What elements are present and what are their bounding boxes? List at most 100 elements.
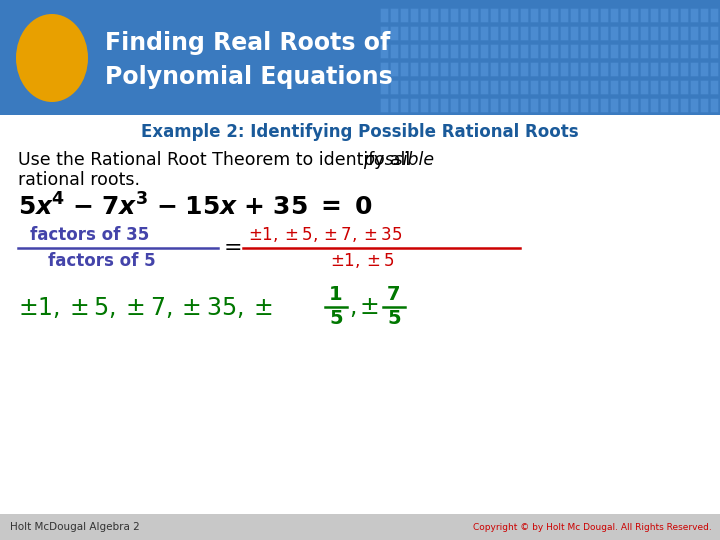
FancyBboxPatch shape	[560, 62, 568, 76]
FancyBboxPatch shape	[620, 98, 628, 112]
FancyBboxPatch shape	[550, 62, 558, 76]
FancyBboxPatch shape	[590, 98, 598, 112]
FancyBboxPatch shape	[630, 98, 638, 112]
FancyBboxPatch shape	[560, 98, 568, 112]
FancyBboxPatch shape	[650, 62, 658, 76]
FancyBboxPatch shape	[560, 44, 568, 58]
FancyBboxPatch shape	[550, 98, 558, 112]
FancyBboxPatch shape	[510, 80, 518, 94]
Text: factors of 5: factors of 5	[48, 252, 156, 270]
FancyBboxPatch shape	[510, 44, 518, 58]
FancyBboxPatch shape	[550, 26, 558, 40]
FancyBboxPatch shape	[480, 44, 488, 58]
FancyBboxPatch shape	[520, 62, 528, 76]
FancyBboxPatch shape	[430, 62, 438, 76]
FancyBboxPatch shape	[650, 80, 658, 94]
FancyBboxPatch shape	[670, 80, 678, 94]
FancyBboxPatch shape	[700, 8, 708, 22]
FancyBboxPatch shape	[560, 26, 568, 40]
FancyBboxPatch shape	[520, 26, 528, 40]
FancyBboxPatch shape	[670, 62, 678, 76]
FancyBboxPatch shape	[590, 44, 598, 58]
FancyBboxPatch shape	[400, 44, 408, 58]
FancyBboxPatch shape	[530, 8, 538, 22]
FancyBboxPatch shape	[0, 0, 720, 115]
FancyBboxPatch shape	[600, 80, 608, 94]
FancyBboxPatch shape	[480, 98, 488, 112]
Text: Holt McDougal Algebra 2: Holt McDougal Algebra 2	[10, 522, 140, 532]
FancyBboxPatch shape	[580, 26, 588, 40]
FancyBboxPatch shape	[680, 8, 688, 22]
FancyBboxPatch shape	[570, 98, 578, 112]
FancyBboxPatch shape	[570, 80, 578, 94]
FancyBboxPatch shape	[590, 26, 598, 40]
FancyBboxPatch shape	[380, 62, 388, 76]
Text: $\pm1, \pm5, \pm7, \pm35$: $\pm1, \pm5, \pm7, \pm35$	[248, 226, 402, 245]
FancyBboxPatch shape	[580, 44, 588, 58]
FancyBboxPatch shape	[530, 44, 538, 58]
FancyBboxPatch shape	[450, 26, 458, 40]
FancyBboxPatch shape	[630, 26, 638, 40]
FancyBboxPatch shape	[500, 8, 508, 22]
FancyBboxPatch shape	[430, 8, 438, 22]
FancyBboxPatch shape	[660, 62, 668, 76]
FancyBboxPatch shape	[620, 80, 628, 94]
FancyBboxPatch shape	[670, 26, 678, 40]
Text: Polynomial Equations: Polynomial Equations	[105, 65, 392, 89]
FancyBboxPatch shape	[490, 80, 498, 94]
FancyBboxPatch shape	[470, 26, 478, 40]
FancyBboxPatch shape	[390, 80, 398, 94]
FancyBboxPatch shape	[420, 44, 428, 58]
FancyBboxPatch shape	[440, 80, 448, 94]
FancyBboxPatch shape	[640, 98, 648, 112]
Text: possible: possible	[363, 151, 434, 169]
FancyBboxPatch shape	[610, 62, 618, 76]
FancyBboxPatch shape	[0, 514, 720, 540]
FancyBboxPatch shape	[570, 62, 578, 76]
FancyBboxPatch shape	[540, 98, 548, 112]
FancyBboxPatch shape	[600, 62, 608, 76]
FancyBboxPatch shape	[430, 26, 438, 40]
Text: Example 2: Identifying Possible Rational Roots: Example 2: Identifying Possible Rational…	[141, 123, 579, 141]
FancyBboxPatch shape	[650, 26, 658, 40]
FancyBboxPatch shape	[640, 44, 648, 58]
FancyBboxPatch shape	[650, 44, 658, 58]
FancyBboxPatch shape	[700, 62, 708, 76]
FancyBboxPatch shape	[470, 44, 478, 58]
FancyBboxPatch shape	[670, 44, 678, 58]
Text: 5: 5	[329, 309, 343, 328]
Text: $\pm1, \pm5, \pm7, \pm35, \pm$: $\pm1, \pm5, \pm7, \pm35, \pm$	[18, 294, 272, 320]
FancyBboxPatch shape	[630, 62, 638, 76]
FancyBboxPatch shape	[660, 8, 668, 22]
FancyBboxPatch shape	[630, 80, 638, 94]
FancyBboxPatch shape	[460, 26, 468, 40]
FancyBboxPatch shape	[700, 44, 708, 58]
Text: 5: 5	[387, 309, 401, 328]
FancyBboxPatch shape	[560, 8, 568, 22]
FancyBboxPatch shape	[470, 98, 478, 112]
FancyBboxPatch shape	[410, 62, 418, 76]
FancyBboxPatch shape	[410, 26, 418, 40]
FancyBboxPatch shape	[700, 26, 708, 40]
FancyBboxPatch shape	[440, 62, 448, 76]
FancyBboxPatch shape	[530, 62, 538, 76]
FancyBboxPatch shape	[380, 44, 388, 58]
FancyBboxPatch shape	[500, 98, 508, 112]
FancyBboxPatch shape	[680, 80, 688, 94]
FancyBboxPatch shape	[450, 80, 458, 94]
FancyBboxPatch shape	[390, 44, 398, 58]
FancyBboxPatch shape	[700, 98, 708, 112]
FancyBboxPatch shape	[540, 44, 548, 58]
FancyBboxPatch shape	[660, 80, 668, 94]
FancyBboxPatch shape	[460, 44, 468, 58]
FancyBboxPatch shape	[510, 62, 518, 76]
FancyBboxPatch shape	[620, 26, 628, 40]
FancyBboxPatch shape	[650, 98, 658, 112]
FancyBboxPatch shape	[700, 80, 708, 94]
FancyBboxPatch shape	[440, 26, 448, 40]
FancyBboxPatch shape	[680, 26, 688, 40]
FancyBboxPatch shape	[410, 8, 418, 22]
FancyBboxPatch shape	[610, 8, 618, 22]
Text: $\bf{5}$$\bfit{x}$$^{\bf{4}}$ $\bf{-}$ $\bf{7}$$\bfit{x}$$^{\bf{3}}$ $\bf{-}$ $\: $\bf{5}$$\bfit{x}$$^{\bf{4}}$ $\bf{-}$ $…	[18, 193, 372, 221]
FancyBboxPatch shape	[610, 98, 618, 112]
